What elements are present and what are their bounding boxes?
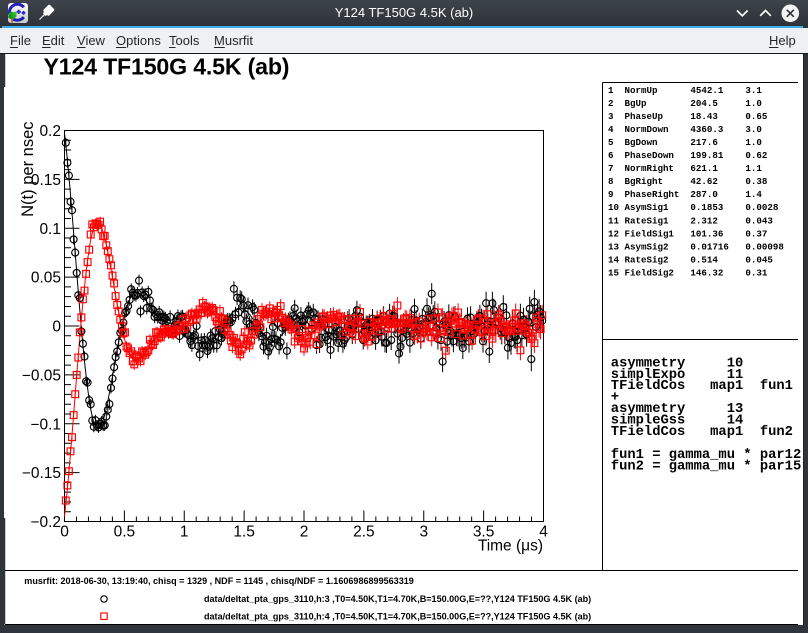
svg-text:−0.15: −0.15 (22, 465, 61, 482)
svg-text:7 NormRight 621.1 1.1: 7 NormRight 621.1 1.1 (603, 163, 763, 174)
svg-text:3 PhaseUp 18.43 0.65: 3 PhaseUp 18.43 0.65 (603, 111, 768, 122)
svg-text:TFieldCos map1 fun1: TFieldCos map1 fun1 (611, 378, 793, 394)
svg-text:12 FieldSig1 101.36 0.37: 12 FieldSig1 101.36 0.37 (603, 228, 768, 239)
svg-text:15 FieldSig2 146.32 0.31: 15 FieldSig2 146.32 0.31 (603, 268, 768, 279)
svg-text:Y124 TF150G 4.5K (ab): Y124 TF150G 4.5K (ab) (44, 54, 290, 80)
svg-text:2: 2 (300, 524, 309, 541)
svg-text:1 NormUp 4542.1 3.1: 1 NormUp 4542.1 3.1 (603, 85, 763, 96)
svg-text:0: 0 (52, 319, 61, 336)
svg-text:0.05: 0.05 (31, 270, 61, 287)
svg-text:4: 4 (539, 524, 548, 541)
svg-text:−0.1: −0.1 (30, 416, 61, 433)
svg-text:Time (μs): Time (μs) (478, 538, 543, 555)
svg-text:3.5: 3.5 (473, 524, 495, 541)
svg-text:2 BgUp 204.5 1.0: 2 BgUp 204.5 1.0 (603, 98, 762, 109)
svg-text:4 NormDown 4360.3 3.0: 4 NormDown 4360.3 3.0 (603, 124, 762, 135)
svg-text:1.5: 1.5 (233, 524, 255, 541)
svg-text:9 PhaseRight 287.0 1.4: 9 PhaseRight 287.0 1.4 (603, 189, 763, 200)
svg-text:data/deltat_pta_gps_3110,h:3 ,: data/deltat_pta_gps_3110,h:3 ,T0=4.50K,T… (204, 594, 591, 604)
svg-text:6 PhaseDown 199.81 0.62: 6 PhaseDown 199.81 0.62 (603, 150, 768, 161)
svg-text:simpleGss 14: simpleGss 14 (611, 413, 743, 429)
svg-text:8 BgRight 42.62 0.38: 8 BgRight 42.62 0.38 (603, 176, 768, 187)
svg-text:asymmetry 10: asymmetry 10 (611, 356, 743, 371)
svg-text:data/deltat_pta_gps_3110,h:4 ,: data/deltat_pta_gps_3110,h:4 ,T0=4.50K,T… (204, 611, 591, 621)
svg-text:fun2 = gamma_mu * par15: fun2 = gamma_mu * par15 (611, 458, 801, 474)
svg-text:0.2: 0.2 (39, 123, 61, 140)
svg-text:13 AsymSig2 0.01716 0.000: 13 AsymSig2 0.01716 0.00098 (603, 241, 784, 252)
svg-text:10 AsymSig1 0.1853 0.002: 10 AsymSig1 0.1853 0.0028 (603, 202, 779, 213)
svg-text:N(t) per nsec: N(t) per nsec (19, 122, 37, 217)
svg-text:musrfit: 2018-06-30, 13:19:40,: musrfit: 2018-06-30, 13:19:40, chisq = 1… (24, 576, 414, 586)
svg-text:+: + (611, 391, 619, 406)
svg-text:5 BgDown 217.6 1.0: 5 BgDown 217.6 1.0 (603, 137, 762, 148)
svg-text:11 RateSig1 2.312 0.043: 11 RateSig1 2.312 0.043 (603, 215, 774, 226)
svg-text:−0.05: −0.05 (22, 368, 61, 385)
svg-text:0.15: 0.15 (31, 172, 61, 189)
svg-text:3: 3 (419, 524, 428, 541)
svg-text:0.1: 0.1 (39, 221, 61, 238)
svg-text:14 RateSig2 0.514 0.045: 14 RateSig2 0.514 0.045 (603, 254, 774, 265)
svg-text:simplExpo 11: simplExpo 11 (611, 367, 743, 383)
svg-text:0.5: 0.5 (114, 524, 136, 541)
svg-text:0: 0 (60, 524, 69, 541)
svg-text:2.5: 2.5 (353, 524, 375, 541)
svg-text:fun1 = gamma_mu * par12: fun1 = gamma_mu * par12 (611, 447, 801, 463)
svg-text:asymmetry 13: asymmetry 13 (611, 402, 743, 417)
svg-text:TFieldCos map1 fun2: TFieldCos map1 fun2 (611, 424, 793, 440)
svg-text:1: 1 (180, 524, 189, 541)
svg-text:−0.2: −0.2 (30, 514, 61, 531)
